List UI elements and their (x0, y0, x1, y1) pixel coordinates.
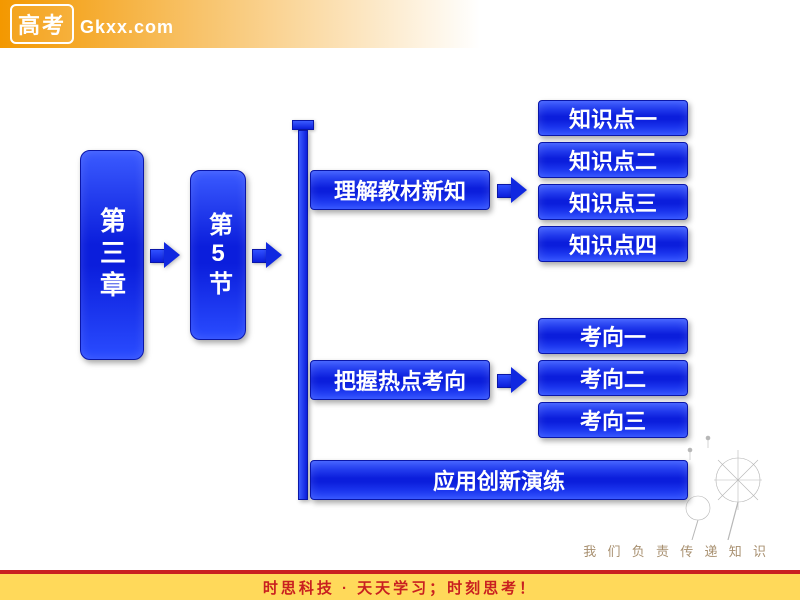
branch-node: 理解教材新知 (310, 170, 490, 210)
section-node: 第5节 (190, 170, 246, 340)
item-node: 考向二 (538, 360, 688, 396)
tagline: 我 们 负 责 传 递 知 识 (583, 541, 770, 560)
logo-mark: 高考 (10, 4, 74, 44)
arrow-icon (497, 367, 527, 393)
diagram: 第三章 第5节 理解教材新知 知识点一 知识点二 知识点三 知识点四 把握热点考… (0, 60, 800, 540)
item-node: 知识点三 (538, 184, 688, 220)
item-node: 知识点二 (538, 142, 688, 178)
logo-domain: Gkxx.com (80, 17, 174, 38)
vertical-bar (298, 130, 308, 500)
branch-node: 把握热点考向 (310, 360, 490, 400)
header: 高考 Gkxx.com (0, 0, 800, 48)
logo: 高考 Gkxx.com (10, 4, 174, 44)
branch-node: 应用创新演练 (310, 460, 688, 500)
item-node: 知识点四 (538, 226, 688, 262)
arrow-icon (497, 177, 527, 203)
item-node: 知识点一 (538, 100, 688, 136)
item-node: 考向三 (538, 402, 688, 438)
bar-cap-top (292, 120, 314, 130)
arrow-icon (252, 242, 282, 268)
item-node: 考向一 (538, 318, 688, 354)
footer-text: 时思科技 · 天天学习；时刻思考！ (263, 577, 537, 598)
chapter-node: 第三章 (80, 150, 144, 360)
arrow-icon (150, 242, 180, 268)
footer-bar: 时思科技 · 天天学习；时刻思考！ (0, 570, 800, 600)
